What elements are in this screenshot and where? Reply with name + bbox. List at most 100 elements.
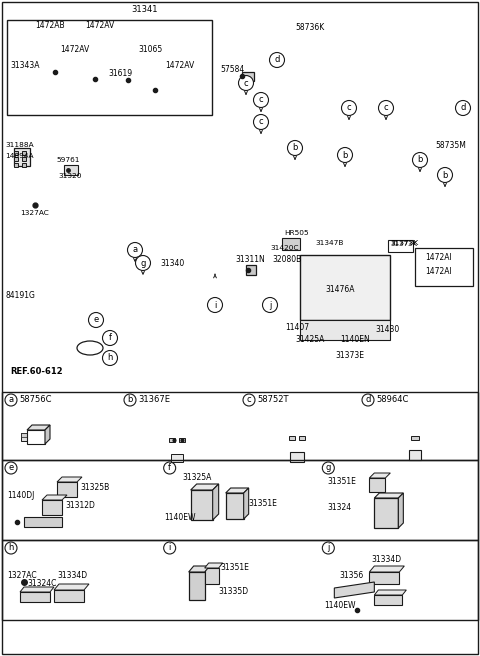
Text: 31373K: 31373K bbox=[390, 241, 417, 247]
Bar bbox=[2, 540, 478, 620]
Bar bbox=[246, 265, 256, 275]
Polygon shape bbox=[45, 425, 50, 444]
Circle shape bbox=[135, 255, 151, 270]
Bar bbox=[14, 148, 30, 166]
Circle shape bbox=[5, 462, 17, 474]
Text: 31312D: 31312D bbox=[65, 501, 95, 510]
Polygon shape bbox=[213, 484, 219, 520]
Bar bbox=[7, 20, 212, 115]
Bar bbox=[169, 438, 175, 442]
Text: e: e bbox=[8, 464, 13, 472]
Text: 31351E: 31351E bbox=[327, 478, 356, 487]
Bar bbox=[2, 460, 478, 540]
Polygon shape bbox=[335, 582, 374, 598]
Text: 31340: 31340 bbox=[160, 258, 184, 268]
Bar bbox=[21, 433, 27, 437]
Text: c: c bbox=[247, 396, 252, 405]
Polygon shape bbox=[369, 473, 390, 478]
Bar bbox=[64, 165, 78, 175]
Circle shape bbox=[243, 394, 255, 406]
Bar bbox=[242, 72, 254, 81]
Text: 31341: 31341 bbox=[132, 5, 158, 14]
Text: 32080B: 32080B bbox=[272, 255, 301, 264]
Bar bbox=[189, 572, 204, 600]
Polygon shape bbox=[189, 566, 210, 572]
Circle shape bbox=[128, 243, 143, 258]
Bar bbox=[22, 163, 26, 167]
Bar bbox=[415, 248, 473, 286]
Text: a: a bbox=[132, 245, 138, 255]
Circle shape bbox=[5, 542, 17, 554]
Text: 31351E: 31351E bbox=[249, 499, 277, 508]
Polygon shape bbox=[191, 484, 219, 490]
Text: b: b bbox=[127, 396, 132, 405]
Text: c: c bbox=[244, 79, 248, 87]
Text: 59761: 59761 bbox=[56, 157, 80, 163]
Bar bbox=[22, 157, 26, 161]
Text: b: b bbox=[417, 155, 423, 165]
Text: 84191G: 84191G bbox=[5, 291, 35, 300]
Text: a: a bbox=[9, 396, 13, 405]
Text: 58735M: 58735M bbox=[435, 140, 466, 150]
Polygon shape bbox=[398, 493, 403, 528]
Text: 31351E: 31351E bbox=[221, 564, 250, 573]
Text: 57584: 57584 bbox=[220, 66, 244, 75]
Text: 1140EN: 1140EN bbox=[340, 335, 370, 344]
Circle shape bbox=[362, 394, 374, 406]
Bar bbox=[226, 493, 244, 519]
Bar bbox=[24, 517, 62, 527]
Text: 31320: 31320 bbox=[58, 173, 82, 179]
Bar bbox=[290, 452, 304, 462]
Bar bbox=[289, 436, 295, 440]
Text: g: g bbox=[140, 258, 146, 268]
Bar bbox=[179, 438, 185, 442]
Bar bbox=[369, 478, 385, 492]
Text: 31425A: 31425A bbox=[295, 335, 324, 344]
Text: 1327AC: 1327AC bbox=[7, 571, 36, 579]
Text: b: b bbox=[442, 171, 448, 180]
Polygon shape bbox=[27, 425, 50, 430]
Polygon shape bbox=[20, 587, 54, 592]
Bar bbox=[299, 436, 305, 440]
Text: HR505: HR505 bbox=[284, 230, 309, 236]
Ellipse shape bbox=[77, 341, 103, 355]
Text: f: f bbox=[108, 333, 111, 342]
Text: j: j bbox=[327, 544, 330, 552]
Text: h: h bbox=[8, 544, 14, 552]
Text: j: j bbox=[269, 300, 271, 310]
Circle shape bbox=[103, 331, 118, 346]
Text: 1472AI: 1472AI bbox=[425, 268, 452, 276]
Text: b: b bbox=[342, 150, 348, 159]
Text: 1472AV: 1472AV bbox=[165, 60, 194, 70]
Circle shape bbox=[379, 100, 394, 115]
Polygon shape bbox=[57, 477, 82, 482]
Polygon shape bbox=[42, 495, 67, 500]
Text: e: e bbox=[94, 316, 98, 325]
Bar bbox=[191, 490, 213, 520]
Bar bbox=[42, 500, 62, 515]
Bar bbox=[300, 255, 390, 320]
Circle shape bbox=[253, 92, 268, 108]
Text: c: c bbox=[259, 96, 264, 104]
Text: 31367E: 31367E bbox=[138, 396, 170, 405]
Text: 1472AV: 1472AV bbox=[85, 22, 115, 30]
Text: 58964C: 58964C bbox=[376, 396, 408, 405]
Circle shape bbox=[124, 394, 136, 406]
Bar bbox=[57, 482, 77, 497]
Circle shape bbox=[5, 394, 17, 406]
Bar bbox=[2, 392, 478, 460]
Text: d: d bbox=[460, 104, 466, 112]
Polygon shape bbox=[204, 563, 223, 568]
Text: 31343A: 31343A bbox=[10, 60, 39, 70]
Bar bbox=[374, 498, 398, 528]
Polygon shape bbox=[369, 566, 404, 572]
Text: 58736K: 58736K bbox=[295, 22, 324, 31]
Bar bbox=[14, 157, 18, 161]
Text: 31188A: 31188A bbox=[5, 142, 34, 148]
Circle shape bbox=[341, 100, 357, 115]
Text: c: c bbox=[384, 104, 388, 112]
Text: 31476A: 31476A bbox=[325, 285, 355, 295]
Text: 31373K: 31373K bbox=[390, 240, 418, 246]
Text: f: f bbox=[168, 464, 171, 472]
Text: c: c bbox=[259, 117, 264, 127]
